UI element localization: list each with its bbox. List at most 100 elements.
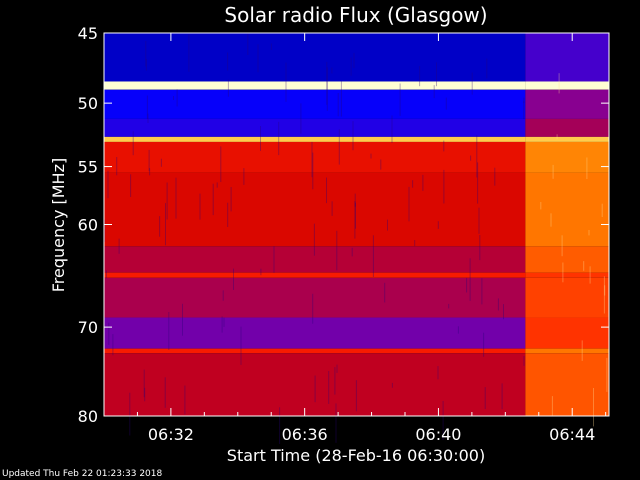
x-tick-label: 06:40 [415,425,461,444]
spectrogram-noise-streak [354,193,356,207]
spectrogram-noise-streak [604,285,606,296]
spectrogram-noise-streak [227,202,229,227]
spectrogram-noise-streak [132,131,134,156]
spectrogram-noise-streak [433,85,435,99]
spectrogram-band-before-8 [104,272,526,278]
spectrogram-noise-streak [558,73,560,94]
spectrogram-noise-streak [300,103,302,134]
spectrogram-band-before-1 [104,81,526,90]
spectrogram-noise-streak [422,174,424,191]
spectrogram-noise-streak [145,41,147,67]
spectrogram-noise-streak [129,392,131,436]
y-tick-label: 45 [78,24,98,43]
spectrogram-noise-streak [477,162,479,204]
spectrogram-noise-streak [220,146,222,182]
spectrogram-noise-streak [354,201,356,239]
spectrogram-noise-streak [148,149,150,172]
spectrogram-noise-streak [104,219,106,242]
spectrogram-noise-streak [160,158,162,167]
spectrogram-noise-streak [326,67,328,111]
spectrogram-noise-streak [105,270,107,279]
spectrogram-noise-streak [331,67,333,74]
spectrogram-band-after-10 [525,317,609,349]
spectrogram-noise-streak [199,193,201,220]
spectrogram-noise-streak [486,58,488,79]
spectrogram-noise-streak [147,113,149,123]
spectrogram-noise-streak [184,385,186,415]
spectrogram-noise-streak [476,135,478,178]
y-tick-label: 80 [78,407,98,426]
spectrogram-noise-streak [165,203,166,246]
spectrogram-band-after-6 [525,172,609,247]
spectrogram-noise-streak [556,134,558,140]
spectrogram-noise-streak [143,369,145,398]
spectrogram-band-after-9 [525,277,609,318]
spectrogram-noise-streak [130,174,132,197]
spectrogram-band-before-10 [104,317,526,349]
spectrogram-noise-streak [457,326,459,334]
spectrogram-noise-streak [243,168,245,185]
spectrogram-noise-streak [145,59,147,71]
spectrogram-noise-streak [233,268,234,290]
spectrogram-noise-streak [328,371,330,404]
spectrogram-noise-streak [523,97,525,104]
y-tick-label: 70 [78,318,98,337]
spectrogram-noise-streak [227,52,229,71]
spectrogram-noise-streak [230,187,232,212]
spectrogram-noise-streak [221,316,223,333]
spectrogram-noise-streak [551,396,553,416]
spectrogram-noise-streak [562,262,564,283]
spectrogram-noise-streak [380,159,382,170]
spectrogram-noise-streak [278,121,280,156]
spectrogram-band-after-8 [525,272,609,278]
axis-ticks: 45 50 55 60 70 80 06:32 06:36 06:40 06:44 [78,24,609,444]
y-axis-label: Frequency [MHz] [49,158,68,292]
spectrogram-noise-streak [583,261,585,271]
spectrogram-noise-streak [372,235,374,277]
spectrogram-noise-streak [581,340,583,361]
spectrogram-noise-streak [223,317,225,327]
spectrogram-noise-streak [481,278,483,305]
spectrogram-noise-streak [479,235,481,261]
spectrogram-noise-streak [175,177,177,219]
spectrogram-noise-streak [412,180,414,188]
spectrogram-noise-streak [112,334,114,356]
spectrogram-band-after-1 [525,81,609,90]
spectrogram-noise-streak [606,357,608,392]
spectrogram-noise-streak [313,223,315,256]
spectrogram-noise-streak [442,401,444,440]
spectrogram-noise-streak [188,34,190,72]
spectrogram-noise-streak [326,177,327,204]
spectrogram-noise-streak [279,407,281,444]
spectrogram-noise-streak [260,126,261,151]
spectrogram-noise-streak [116,157,118,176]
spectrogram-noise-streak [350,57,352,76]
spectrogram-noise-streak [355,380,357,412]
spectrogram-noise-streak [483,332,485,357]
spectrogram-noise-streak [586,157,588,179]
spectrogram-noise-streak [311,141,313,178]
spectrogram-noise-streak [164,377,166,408]
y-tick-label: 50 [78,94,98,113]
spectrogram-noise-streak [552,164,554,179]
spectrogram-noise-streak [497,298,499,311]
spectrogram-noise-streak [523,356,525,366]
spectrogram-noise-streak [352,121,354,151]
spectrogram-noise-streak [149,168,151,176]
spectrogram-band-after-7 [525,246,609,273]
spectrogram-band-before-9 [104,277,526,318]
spectrogram-noise-streak [593,388,594,427]
spectrogram-noise-streak [338,129,340,165]
spectrogram-noise-streak [448,303,450,309]
spectrogram-noise-streak [540,202,542,210]
spectrogram-noise-streak [384,282,386,303]
spectrogram-noise-streak [387,219,388,231]
spectrogram-noise-streak [588,230,590,236]
spectrogram-noise-streak [326,61,328,105]
spectrogram-noise-streak [391,382,393,388]
spectrogram-noise-streak [108,322,110,345]
spectrogram-noise-streak [260,268,262,276]
spectrogram-band-before-2 [104,89,526,119]
